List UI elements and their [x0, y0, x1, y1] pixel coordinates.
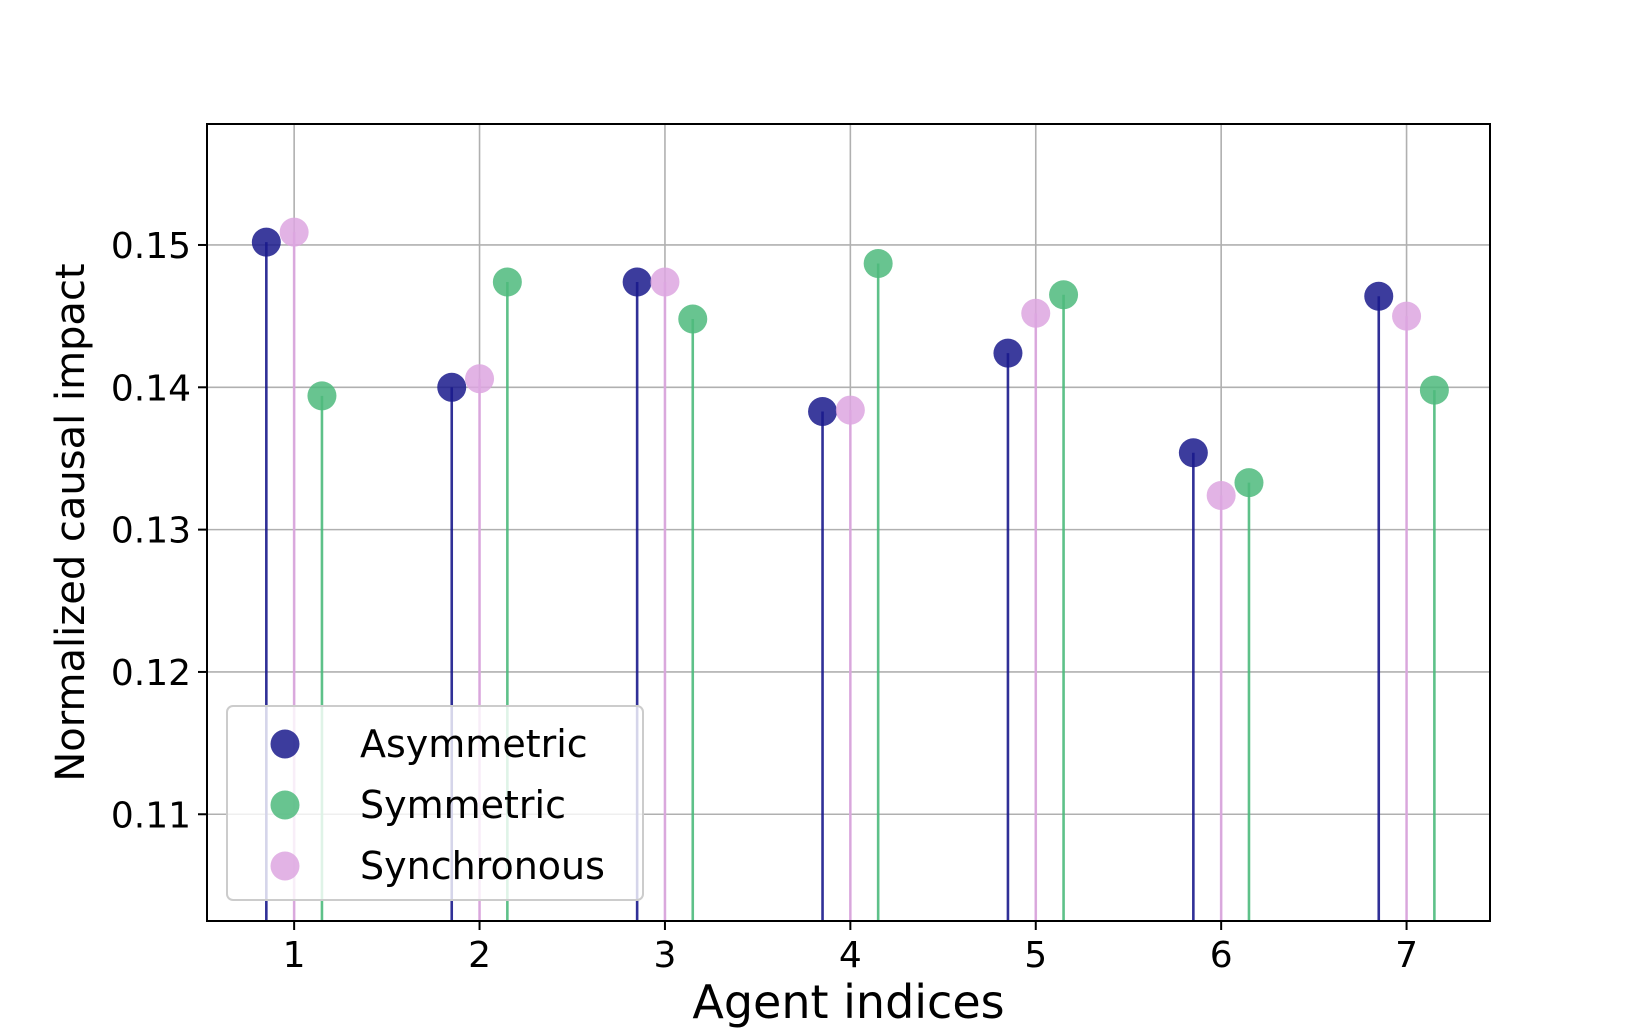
- y-tick-label: 0.12: [111, 653, 191, 694]
- x-axis-title: Agent indices: [692, 975, 1004, 1029]
- data-point: [650, 267, 680, 297]
- markers: [251, 217, 1449, 510]
- y-tick-label: 0.11: [111, 795, 191, 836]
- data-point: [622, 267, 652, 297]
- y-tick-label: 0.14: [111, 368, 191, 409]
- data-point: [1049, 280, 1079, 310]
- legend-label: Synchronous: [360, 844, 605, 888]
- x-tick-label: 7: [1395, 935, 1418, 976]
- data-point: [1419, 375, 1449, 405]
- data-point: [1234, 468, 1264, 498]
- data-point: [1392, 301, 1422, 331]
- x-tick-label: 1: [283, 935, 306, 976]
- y-tick-label: 0.13: [111, 511, 191, 552]
- legend: Asymmetric Symmetric Synchronous: [226, 705, 644, 901]
- legend-marker: [270, 790, 300, 820]
- data-point: [808, 396, 838, 426]
- data-point: [1364, 281, 1394, 311]
- data-point: [1178, 438, 1208, 468]
- data-point: [465, 364, 495, 394]
- legend-marker: [270, 729, 300, 759]
- data-point: [678, 304, 708, 334]
- x-tick-label: 2: [468, 935, 491, 976]
- y-axis-title: Normalized causal impact: [48, 263, 94, 781]
- data-point: [279, 217, 309, 247]
- x-tick-label: 3: [653, 935, 676, 976]
- data-point: [307, 381, 337, 411]
- legend-box: [226, 705, 644, 901]
- data-point: [1021, 298, 1051, 328]
- data-point: [437, 372, 467, 402]
- data-point: [835, 395, 865, 425]
- data-point: [251, 227, 281, 257]
- legend-marker: [270, 851, 300, 881]
- data-point: [1206, 480, 1236, 510]
- data-point: [993, 338, 1023, 368]
- x-tick-label: 6: [1210, 935, 1233, 976]
- x-tick-label: 5: [1024, 935, 1047, 976]
- data-point: [863, 248, 893, 278]
- data-point: [492, 267, 522, 297]
- plot-frame: [206, 123, 1491, 922]
- legend-label: Asymmetric: [360, 722, 588, 766]
- ticks: 1 2 3 4 5 6 7 0.11 0.12 0.13 0.14 0.15: [111, 226, 1418, 976]
- x-tick-label: 4: [839, 935, 862, 976]
- legend-label: Symmetric: [360, 783, 566, 827]
- y-tick-label: 0.15: [111, 226, 191, 267]
